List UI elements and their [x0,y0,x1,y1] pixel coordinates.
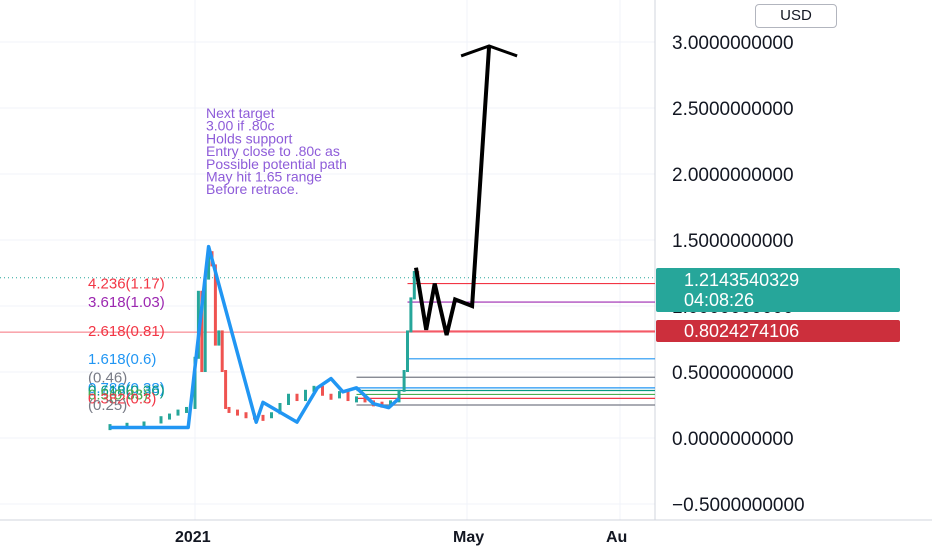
candle-3 [159,416,163,424]
annotation-line-4: Possible potential path [206,156,347,172]
trend-path [110,244,401,430]
projection-arrowhead [460,44,518,58]
y-tick-label-0: 3.0000000000 [672,33,794,54]
candle-33 [363,396,367,403]
fib-label-6: 0.618(0.36) [88,382,165,399]
candle-13 [213,264,217,346]
y-tick-label-5: 0.5000000000 [672,363,794,384]
annotation-line-3: Entry close to .80c as [206,143,340,159]
y-tick-label-6: 0.0000000000 [672,429,794,450]
candle-14 [217,330,221,346]
candle-25 [295,393,299,402]
candle-30 [338,391,341,399]
projection-path [414,44,518,336]
candle-31 [346,391,350,402]
candle-5 [176,409,180,416]
candle-9 [200,290,204,372]
candle-23 [278,403,282,415]
y-tick-label-2: 2.0000000000 [672,165,794,186]
candle-11 [207,251,211,280]
projection-line [414,45,492,336]
y-tick-label-7: −0.5000000000 [672,495,805,516]
countdown-timer: 04:08:26 [684,290,755,310]
trend-path-line [110,244,401,430]
fib-label-4: (0.46) [88,369,127,386]
fib-label-2: 2.618(0.81) [88,323,165,340]
annotation-line-5: May hit 1.65 range [206,169,322,185]
candle-19 [244,412,248,419]
y-tick-label-1: 2.5000000000 [672,99,794,120]
candle-21 [261,414,265,421]
candle-10 [203,277,207,372]
candle-15 [220,330,224,372]
candle-37 [397,389,401,403]
fib-label-1: 3.618(1.03) [88,294,165,311]
candle-6 [185,406,188,413]
candle-26 [304,389,307,402]
y-tick-label-3: 1.5000000000 [672,231,794,252]
candle-41 [412,271,416,300]
fib-label-0: 4.236(1.17) [88,276,165,293]
grid-lines [0,0,932,521]
annotation-line-6: Before retrace. [206,181,299,197]
support-price-tag: 0.8024274106 [656,320,900,342]
last-price-tag: 1.2143540329 04:08:26 [656,268,900,312]
candle-7 [193,356,197,409]
fib-label-3: 1.618(0.6) [88,351,156,368]
candle-36 [389,400,392,407]
time-axis[interactable]: 2021 May Au [175,529,627,546]
candle-29 [329,393,333,400]
candle-28 [321,385,324,396]
fib-label-8: 0.382(0.3) [88,390,156,407]
candle-39 [406,330,409,372]
candle-2 [142,421,146,428]
annotation-line-1: 3.00 if .80c [206,118,275,134]
fib-label-9: (0.25) [88,397,127,414]
fib-levels [356,282,655,406]
candle-16 [224,370,228,409]
candle-40 [409,297,413,333]
candle-32 [355,396,358,403]
annotation-line-2: Holds support [206,130,292,146]
fib-labels: 4.236(1.17)3.618(1.03) 2.618(0.81) 1.618(0… [88,276,165,414]
candle-17 [227,406,231,413]
x-tick-label-2: Au [606,529,627,546]
candle-22 [270,412,273,419]
currency-button[interactable]: USD [755,4,837,28]
fib-label-7: 0.5(0.33) [88,386,148,403]
x-tick-label-0: 2021 [175,529,211,546]
fib-label-5: 0.786(0.38) [88,380,165,397]
candle-27 [312,385,316,392]
annotation-line-0: Next target [206,105,275,121]
candle-4 [168,413,171,420]
candle-24 [287,393,290,405]
x-tick-label-1: May [453,529,484,546]
support-price-value: 0.8024274106 [684,321,800,341]
last-price-value: 1.2143540329 [684,270,800,290]
candle-38 [402,370,406,392]
candle-18 [236,409,239,416]
